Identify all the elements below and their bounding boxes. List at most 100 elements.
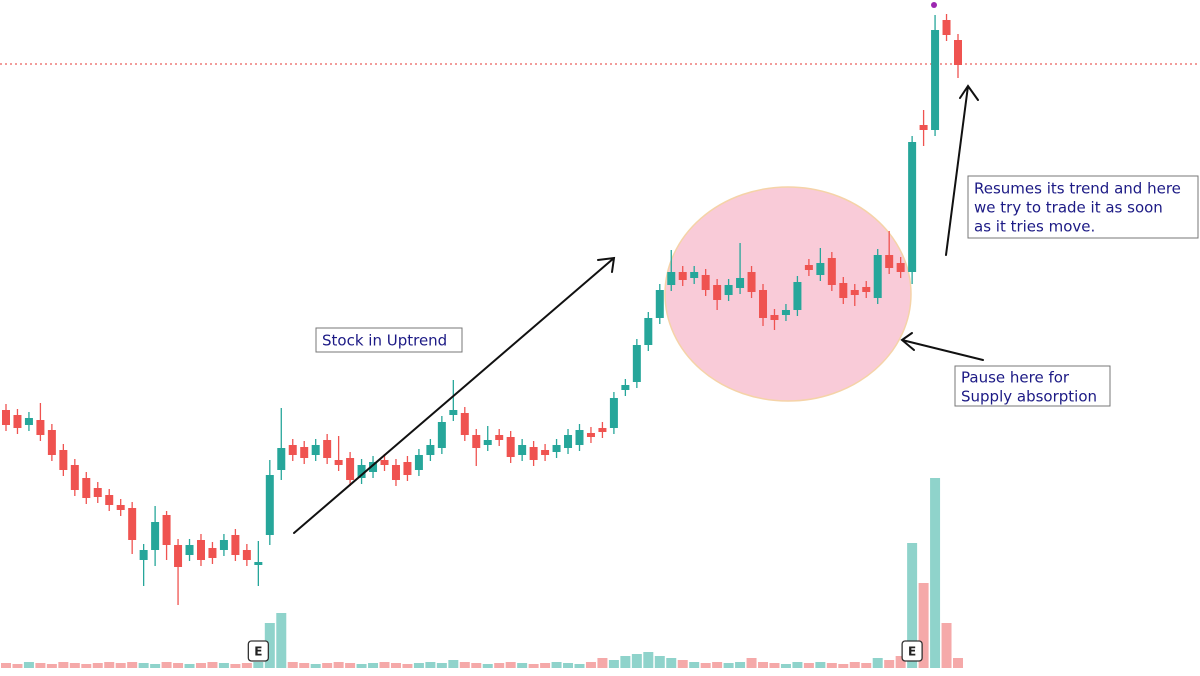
- volume-bar: [1, 663, 11, 668]
- candle-body: [759, 290, 768, 318]
- annotation-text: Resumes its trend and here: [974, 180, 1181, 198]
- volume-bar: [574, 664, 585, 668]
- candle-body: [59, 450, 68, 470]
- candle-body: [449, 410, 458, 415]
- volume-bar: [884, 660, 895, 668]
- volume-bar: [861, 663, 872, 668]
- candle-body: [839, 283, 848, 298]
- volume-bar: [46, 664, 57, 668]
- candle-body: [598, 428, 607, 432]
- volume-bar: [677, 660, 688, 668]
- candle-body: [701, 275, 710, 290]
- candle-body: [36, 420, 45, 435]
- volume-bar: [425, 662, 436, 668]
- volume-bar: [207, 662, 218, 668]
- volume-bar: [173, 663, 184, 668]
- candle-body: [323, 440, 332, 458]
- volume-bar: [643, 652, 654, 668]
- volume-bar: [356, 664, 367, 668]
- volume-bar: [780, 664, 791, 668]
- volume-bar: [333, 662, 344, 668]
- volume-bar: [92, 663, 103, 668]
- candle-body: [954, 40, 962, 65]
- volume-bar: [551, 662, 562, 668]
- volume-bar: [815, 662, 826, 668]
- volume-bar: [448, 660, 459, 668]
- volume-bar: [104, 662, 115, 668]
- consolidation-ellipse: [664, 186, 912, 402]
- volume-bar: [838, 664, 849, 668]
- volume-bar: [310, 664, 321, 668]
- candle-body: [162, 515, 171, 545]
- candle-body: [885, 255, 894, 268]
- candle-body: [472, 435, 481, 448]
- annotation-text: Stock in Uptrend: [322, 332, 447, 350]
- candle-body: [506, 437, 515, 457]
- candle-body: [242, 550, 251, 560]
- candle-body: [781, 310, 790, 315]
- volume-bar: [826, 663, 837, 668]
- volume-bar: [712, 662, 723, 668]
- volume-bar: [907, 543, 918, 668]
- volume-bar: [402, 664, 413, 668]
- earnings-marker: [247, 640, 269, 662]
- volume-bar: [138, 663, 149, 668]
- volume-bar: [69, 663, 80, 668]
- candle-body: [690, 272, 699, 278]
- note-box: [315, 327, 463, 353]
- volume-bar: [872, 658, 883, 668]
- candle-body: [47, 430, 56, 455]
- volume-bar: [161, 662, 172, 668]
- candle-body: [151, 522, 160, 550]
- candle-body: [70, 465, 79, 490]
- candle-body: [208, 548, 217, 558]
- candle-body: [105, 495, 114, 505]
- volume-bar: [597, 658, 608, 668]
- volume-bar: [540, 663, 551, 668]
- candle-body: [24, 418, 33, 425]
- candle-body: [804, 265, 813, 270]
- volume-bar: [895, 656, 906, 668]
- volume-bar: [769, 663, 780, 668]
- candle-body: [300, 447, 309, 458]
- arrow-uptrend: [293, 256, 616, 534]
- candle-body: [13, 415, 22, 428]
- candle-body: [564, 435, 573, 448]
- volume-bar: [23, 662, 34, 668]
- candle-body: [724, 285, 733, 295]
- candle-body: [403, 462, 412, 475]
- candle-body: [311, 445, 320, 455]
- earnings-label: E: [254, 645, 262, 659]
- arrow-resume: [945, 84, 979, 256]
- volume-bar: [746, 658, 757, 668]
- note-box: [967, 175, 1199, 239]
- candle-body: [93, 488, 102, 497]
- candle-body: [380, 460, 389, 465]
- volume-bar: [689, 662, 700, 668]
- candle-body: [483, 440, 492, 445]
- volume-bar: [758, 662, 769, 668]
- volume-bar: [666, 658, 677, 668]
- candle-body: [334, 460, 343, 465]
- candle-body: [265, 475, 274, 535]
- volume-bar: [620, 656, 631, 668]
- candle-body: [437, 422, 446, 448]
- candle-body: [391, 465, 400, 480]
- candle-body: [288, 445, 297, 455]
- candle-body: [196, 540, 205, 560]
- candle-body: [850, 290, 859, 295]
- volume-bar: [505, 662, 516, 668]
- candle-body: [827, 258, 836, 285]
- volume-bar: [81, 664, 92, 668]
- candle-body: [231, 535, 240, 555]
- volume-bar: [287, 662, 298, 668]
- arrow-pause: [900, 332, 984, 361]
- note-box: [954, 365, 1111, 407]
- volume-bar: [482, 664, 493, 668]
- candle-body: [862, 287, 871, 292]
- volume-bar: [849, 662, 860, 668]
- volume-bar: [803, 663, 814, 668]
- volume-bar: [345, 663, 356, 668]
- candle-body: [793, 282, 802, 310]
